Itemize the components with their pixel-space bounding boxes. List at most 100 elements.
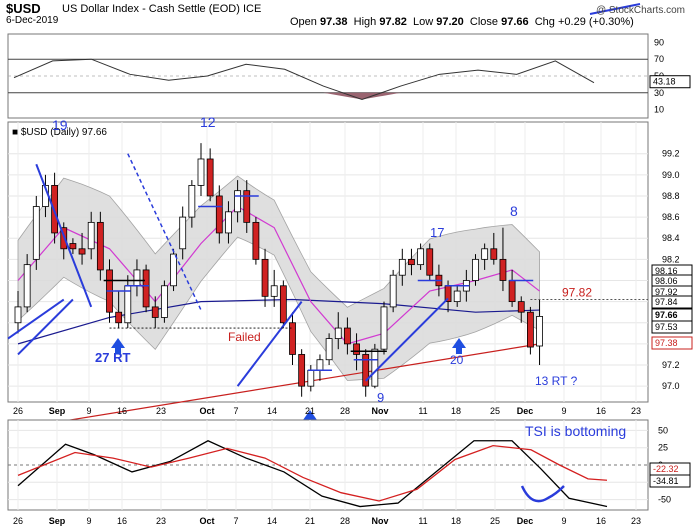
candle-body — [481, 248, 489, 260]
price-tag-value: 97.66 — [655, 310, 678, 320]
chart-annotation: 17 — [430, 225, 444, 240]
price-x-tick-label: Sep — [49, 406, 66, 416]
candle-body — [408, 258, 415, 266]
tsi-x-tick-label: Nov — [371, 516, 388, 526]
high-value: 97.82 — [379, 16, 407, 28]
candle-body — [170, 253, 177, 287]
tsi-series-tsi — [17, 440, 608, 508]
tsi-tick-label: -50 — [658, 495, 671, 505]
candle-body — [270, 285, 278, 297]
tsi-x-tick-label: 14 — [267, 516, 277, 526]
price-y-tick-label: 98.4 — [662, 233, 680, 243]
rsi-tick-label: 70 — [654, 54, 664, 64]
candle-body — [14, 306, 22, 324]
chart-symbol: $USD — [6, 1, 41, 16]
chart-annotation: 20 — [450, 353, 464, 367]
rsi-tick-label: 90 — [654, 37, 664, 47]
price-x-tick-label: 28 — [340, 406, 350, 416]
price-x-tick-label: 9 — [86, 406, 91, 416]
trendline — [127, 153, 202, 311]
tsi-x-tick-label: 28 — [340, 516, 350, 526]
candle-body — [151, 306, 159, 318]
price-x-tick-label: Nov — [371, 406, 388, 416]
price-tag-value: 97.38 — [655, 338, 678, 348]
tsi-tick-label: 50 — [658, 425, 668, 435]
candle-body — [325, 338, 333, 361]
candle-body — [78, 248, 86, 255]
low-value: 97.20 — [436, 16, 464, 28]
chart-annotation: 9 — [377, 390, 384, 405]
candle-body — [234, 190, 242, 213]
price-x-tick-label: 26 — [13, 406, 23, 416]
trendline — [17, 298, 74, 356]
price-y-tick-label: 99.0 — [662, 170, 680, 180]
tsi-bottoming-curve — [520, 485, 565, 503]
candle-body — [499, 258, 507, 281]
tsi-x-tick-label: 26 — [13, 516, 23, 526]
chart-annotation: 8 — [510, 203, 518, 219]
chg-label: Chg — [534, 16, 555, 28]
candle-body — [261, 258, 269, 297]
tsi-value-tag-box — [649, 474, 691, 488]
rsi-value-tag-box — [649, 75, 691, 89]
up-arrow-icon — [452, 338, 466, 354]
chart-annotation: 13 RT ? — [535, 374, 578, 388]
chart-annotation: Failed — [228, 330, 261, 344]
low-label: Low — [412, 16, 434, 28]
tsi-x-tick-label: 9 — [86, 516, 91, 526]
up-arrow-icon — [303, 410, 317, 426]
tsi-value-tag: -34.81 — [653, 476, 679, 486]
chart-annotation: 12 — [200, 114, 216, 130]
candle-body — [490, 248, 498, 260]
candle-body — [289, 322, 296, 355]
price-x-tick-label: 16 — [117, 406, 127, 416]
header-arrow-line — [589, 3, 641, 15]
candle-body — [389, 274, 397, 308]
price-x-tick-label: Oct — [199, 406, 214, 416]
up-arrow-icon — [111, 338, 125, 354]
tsi-x-tick-label: 25 — [490, 516, 500, 526]
rsi-tick-label: 10 — [654, 105, 664, 115]
stockcharts-credit: @ StockCharts.com — [595, 5, 685, 16]
price-x-tick-label: 23 — [631, 406, 641, 416]
chart-date: 6-Dec-2019 — [6, 15, 59, 26]
high-label: High — [353, 16, 377, 28]
candle-body — [23, 264, 31, 308]
tsi-x-tick-label: 23 — [631, 516, 641, 526]
overlay-sma-200 — [17, 343, 540, 430]
ref-line-label: 97.82 — [562, 286, 592, 300]
candle-body — [115, 311, 123, 324]
price-x-tick-label: 18 — [451, 406, 461, 416]
candle-body — [69, 243, 77, 250]
price-x-tick-label: 11 — [418, 406, 427, 416]
candle-body — [133, 269, 141, 287]
chart-symbol-name: US Dollar Index - Cash Settle (EOD) ICE — [62, 3, 261, 15]
trendline — [35, 163, 93, 308]
tsi-x-tick-label: 21 — [305, 516, 315, 526]
price-x-tick-label: 7 — [233, 406, 238, 416]
trendline — [364, 297, 449, 382]
price-tag-box — [651, 320, 693, 334]
candle-body — [96, 221, 104, 271]
candle-body — [279, 285, 287, 324]
price-x-tick-label: 14 — [267, 406, 277, 416]
tsi-x-tick-label: 16 — [117, 516, 127, 526]
tsi-x-tick-label: Dec — [517, 516, 534, 526]
price-y-tick-label: 98.6 — [662, 212, 680, 222]
price-y-tick-label: 98.8 — [662, 191, 680, 201]
candle-body — [398, 258, 406, 276]
price-y-tick-label: 97.2 — [662, 360, 680, 370]
candle-body — [380, 306, 388, 350]
candle-body — [343, 327, 351, 345]
candle-body — [160, 285, 168, 318]
candle-body — [298, 354, 306, 387]
rsi-tick-label: 30 — [654, 88, 664, 98]
price-tag-value: 98.06 — [655, 276, 678, 286]
close-value: 97.66 — [501, 16, 529, 28]
candle-body — [453, 290, 461, 303]
tsi-x-tick-label: 9 — [561, 516, 566, 526]
price-x-tick-label: 16 — [596, 406, 606, 416]
chart-annotation: 19 — [52, 117, 68, 133]
